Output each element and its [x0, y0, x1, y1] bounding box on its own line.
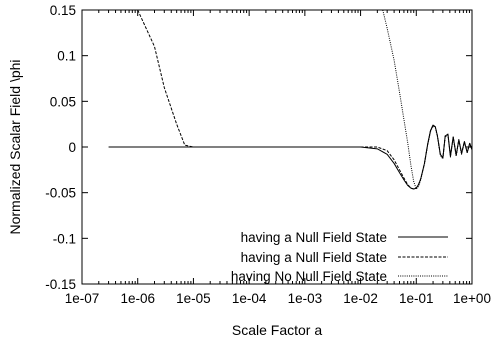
x-tick-label: 1e+00: [453, 291, 491, 306]
y-tick-label: 0.05: [50, 94, 76, 109]
x-axis-ticks: 1e-07 1e-06 1e-05 1e-04 1e-03 1e-02 1e-01 1e+00: [65, 10, 491, 306]
y-tick-label: 0.15: [50, 3, 76, 18]
x-axis-label: Scale Factor a: [232, 322, 322, 338]
legend-label: having a Null Field State: [241, 250, 387, 265]
y-tick-label: -0.05: [45, 186, 76, 201]
x-tick-label: 1e-01: [399, 291, 434, 306]
legend: having a Null Field State having a Null F…: [231, 230, 448, 284]
legend-label: having a Null Field State: [241, 230, 387, 245]
x-tick-label: 1e-02: [343, 291, 378, 306]
x-tick-label: 1e-04: [232, 291, 267, 306]
x-tick-label: 1e-03: [288, 291, 323, 306]
y-tick-label: 0.1: [57, 49, 76, 64]
y-tick-label: 0: [68, 140, 76, 155]
series-line-3-dotted: [382, 10, 472, 190]
series-layer: [108, 10, 472, 190]
x-tick-label: 1e-06: [120, 291, 155, 306]
y-axis-ticks: -0.15 -0.1 -0.05 0 0.05 0.1 0.15: [45, 3, 472, 292]
legend-label: having No Null Field State: [231, 269, 387, 284]
series-line-1-solid: [108, 124, 472, 190]
y-tick-label: -0.15: [45, 277, 76, 292]
x-tick-label: 1e-05: [176, 291, 211, 306]
y-tick-label: -0.1: [53, 231, 76, 246]
series-line-2-dashed: [137, 10, 472, 190]
x-tick-label: 1e-07: [65, 291, 100, 306]
y-axis-label: Normalized Scalar Field \phi: [7, 59, 23, 234]
